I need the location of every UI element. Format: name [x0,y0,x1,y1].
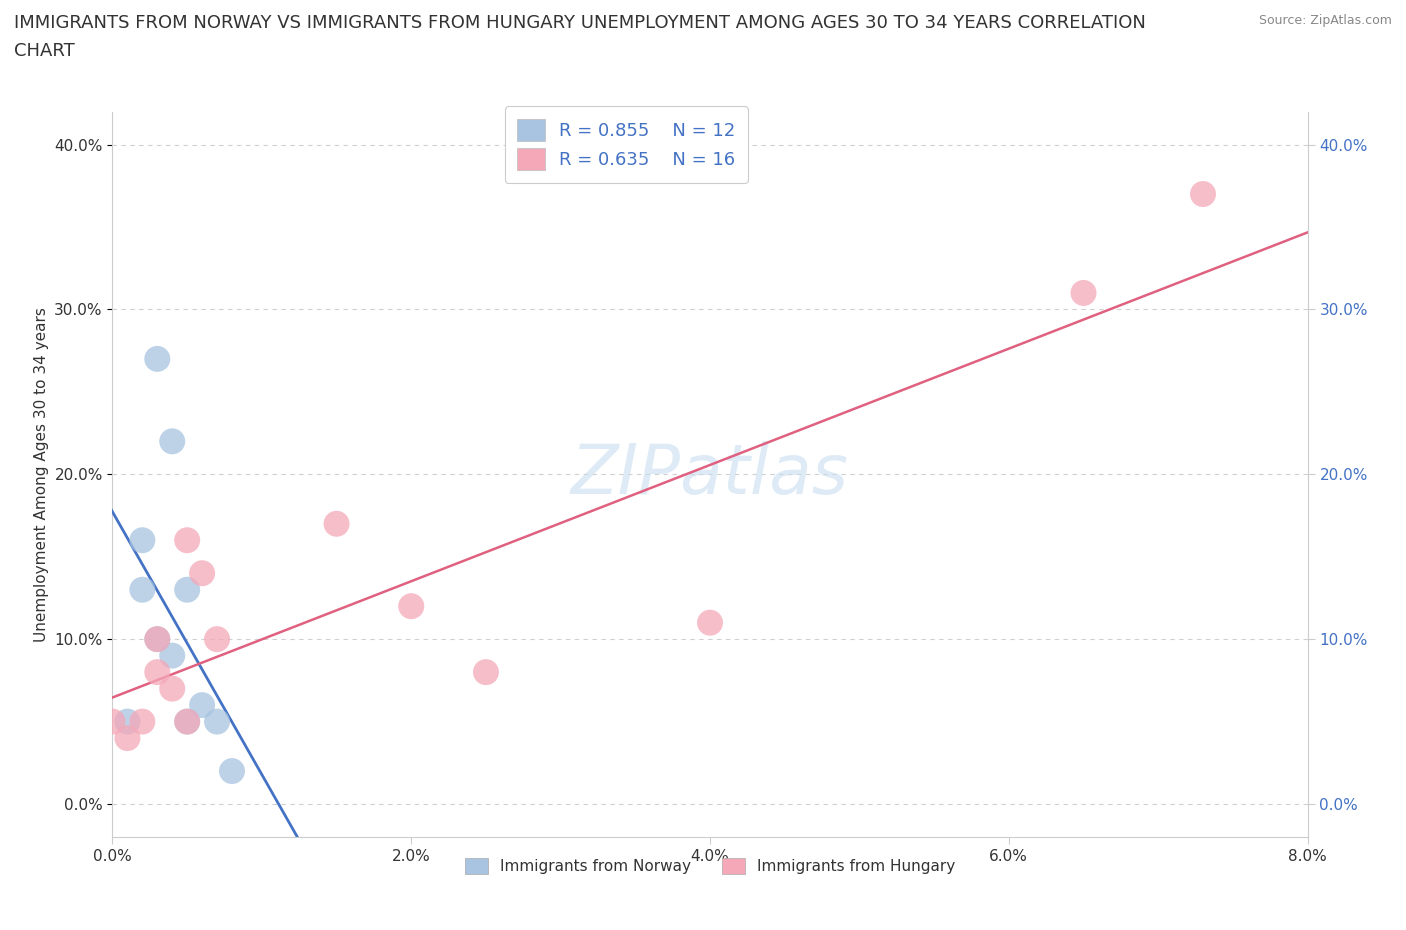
Point [131,582,153,597]
Point [475,665,498,680]
Point [162,434,183,449]
Point [205,714,228,729]
Text: IMMIGRANTS FROM NORWAY VS IMMIGRANTS FROM HUNGARY UNEMPLOYMENT AMONG AGES 30 TO : IMMIGRANTS FROM NORWAY VS IMMIGRANTS FRO… [14,14,1146,32]
Point [401,599,423,614]
Text: Source: ZipAtlas.com: Source: ZipAtlas.com [1258,14,1392,27]
Point [131,533,153,548]
Point [1192,187,1215,202]
Point [146,665,169,680]
Point [699,616,721,631]
Point [191,698,214,712]
Point [176,582,198,597]
Point [325,516,347,531]
Legend: Immigrants from Norway, Immigrants from Hungary: Immigrants from Norway, Immigrants from … [458,852,962,880]
Text: CHART: CHART [14,42,75,60]
Point [176,533,198,548]
Point [176,714,198,729]
Point [162,648,183,663]
Point [146,631,169,646]
Y-axis label: Unemployment Among Ages 30 to 34 years: Unemployment Among Ages 30 to 34 years [34,307,49,642]
Text: ZIPatlas: ZIPatlas [571,441,849,508]
Point [221,764,243,778]
Point [117,714,139,729]
Point [131,714,153,729]
Point [205,631,228,646]
Point [146,631,169,646]
Point [162,681,183,696]
Point [191,565,214,580]
Point [117,731,139,746]
Point [101,714,124,729]
Point [146,352,169,366]
Point [176,714,198,729]
Point [1073,286,1095,300]
